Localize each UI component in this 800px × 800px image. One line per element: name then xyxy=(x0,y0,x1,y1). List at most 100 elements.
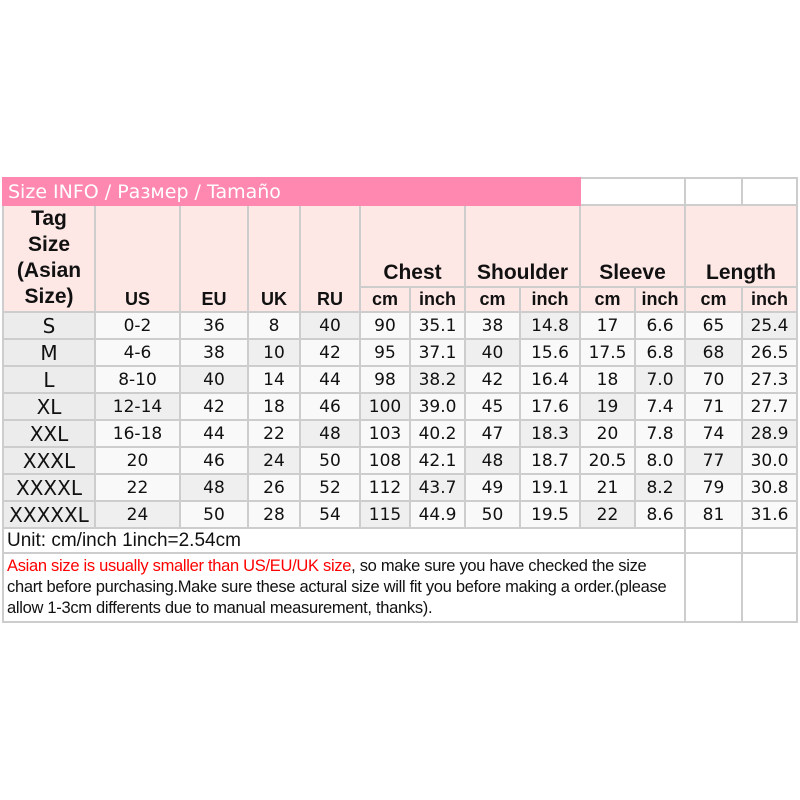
value-cell: 24 xyxy=(247,446,301,475)
table-row: XXXXXL 24 50 28 54 115 44.9 50 19.5 22 8.6 81 31.6 xyxy=(2,500,798,529)
header-length: Length xyxy=(684,204,798,288)
size-cell: XXXL xyxy=(2,446,96,475)
value-cell: 46 xyxy=(179,446,249,475)
value-cell: 4-6 xyxy=(94,338,181,367)
value-cell: 50 xyxy=(464,500,521,529)
empty-cell xyxy=(741,552,798,623)
value-cell: 7.0 xyxy=(634,365,686,394)
disclaimer-text: , so make sure you have checked the size… xyxy=(7,557,667,617)
value-cell: 79 xyxy=(684,473,743,502)
value-cell: 14 xyxy=(247,365,301,394)
value-cell: 115 xyxy=(359,500,411,529)
size-cell: XXXXXL xyxy=(2,500,96,529)
header-us: US xyxy=(94,204,181,313)
value-cell: 24 xyxy=(94,500,181,529)
subheader-cm: cm xyxy=(684,286,743,313)
size-chart-table: Size INFO / Размер / Tamaño Tag Size (As… xyxy=(2,177,798,623)
value-cell: 19.1 xyxy=(519,473,581,502)
size-cell: XXL xyxy=(2,419,96,448)
value-cell: 14.8 xyxy=(519,311,581,340)
value-cell: 8 xyxy=(247,311,301,340)
value-cell: 35.1 xyxy=(409,311,466,340)
value-cell: 108 xyxy=(359,446,411,475)
header-ru: RU xyxy=(299,204,361,313)
value-cell: 27.3 xyxy=(741,365,798,394)
value-cell: 100 xyxy=(359,392,411,421)
warning-text: Asian size is usually smaller than US/EU… xyxy=(7,557,352,575)
table-row: XL 12-14 42 18 46 100 39.0 45 17.6 19 7.4 71 27.7 xyxy=(2,392,798,421)
value-cell: 81 xyxy=(684,500,743,529)
value-cell: 16.4 xyxy=(519,365,581,394)
value-cell: 6.6 xyxy=(634,311,686,340)
value-cell: 46 xyxy=(299,392,361,421)
value-cell: 36 xyxy=(179,311,249,340)
header-eu: EU xyxy=(179,204,249,313)
value-cell: 103 xyxy=(359,419,411,448)
value-cell: 71 xyxy=(684,392,743,421)
value-cell: 8-10 xyxy=(94,365,181,394)
empty-cell xyxy=(684,527,743,554)
value-cell: 49 xyxy=(464,473,521,502)
value-cell: 22 xyxy=(94,473,181,502)
value-cell: 48 xyxy=(464,446,521,475)
table-title: Size INFO / Размер / Tamaño xyxy=(2,177,581,206)
value-cell: 19 xyxy=(579,392,636,421)
value-cell: 18 xyxy=(579,365,636,394)
value-cell: 18.3 xyxy=(519,419,581,448)
header-text: (Asian xyxy=(16,259,82,282)
value-cell: 21 xyxy=(579,473,636,502)
value-cell: 38.2 xyxy=(409,365,466,394)
table-row: XXXL 20 46 24 50 108 42.1 48 18.7 20.5 8.0 77 30.0 xyxy=(2,446,798,475)
value-cell: 40 xyxy=(464,338,521,367)
value-cell: 40 xyxy=(299,311,361,340)
header-chest: Chest xyxy=(359,204,466,288)
value-cell: 18.7 xyxy=(519,446,581,475)
subheader-cm: cm xyxy=(579,286,636,313)
header-uk: UK xyxy=(247,204,301,313)
size-cell: M xyxy=(2,338,96,367)
table-row: XXL 16-18 44 22 48 103 40.2 47 18.3 20 7.8 74 28.9 xyxy=(2,419,798,448)
value-cell: 26 xyxy=(247,473,301,502)
value-cell: 22 xyxy=(247,419,301,448)
value-cell: 42 xyxy=(299,338,361,367)
header-tag-size: Tag Size (Asian Size) xyxy=(2,204,96,313)
size-cell: L xyxy=(2,365,96,394)
empty-cell xyxy=(579,177,686,206)
value-cell: 17.6 xyxy=(519,392,581,421)
table-row: S 0-2 36 8 40 90 35.1 38 14.8 17 6.6 65 25.4 xyxy=(2,311,798,340)
table-row: L 8-10 40 14 44 98 38.2 42 16.4 18 7.0 70 27.3 xyxy=(2,365,798,394)
value-cell: 7.8 xyxy=(634,419,686,448)
value-cell: 30.0 xyxy=(741,446,798,475)
empty-cell xyxy=(684,552,743,623)
value-cell: 28.9 xyxy=(741,419,798,448)
subheader-inch: inch xyxy=(634,286,686,313)
value-cell: 25.4 xyxy=(741,311,798,340)
value-cell: 27.7 xyxy=(741,392,798,421)
value-cell: 40.2 xyxy=(409,419,466,448)
value-cell: 98 xyxy=(359,365,411,394)
header-text: Size xyxy=(27,233,71,256)
subheader-inch: inch xyxy=(519,286,581,313)
value-cell: 70 xyxy=(684,365,743,394)
value-cell: 47 xyxy=(464,419,521,448)
value-cell: 17 xyxy=(579,311,636,340)
value-cell: 31.6 xyxy=(741,500,798,529)
value-cell: 39.0 xyxy=(409,392,466,421)
value-cell: 48 xyxy=(179,473,249,502)
value-cell: 42.1 xyxy=(409,446,466,475)
subheader-cm: cm xyxy=(464,286,521,313)
value-cell: 44 xyxy=(179,419,249,448)
value-cell: 68 xyxy=(684,338,743,367)
value-cell: 48 xyxy=(299,419,361,448)
value-cell: 90 xyxy=(359,311,411,340)
value-cell: 8.6 xyxy=(634,500,686,529)
header-text: Tag xyxy=(31,207,67,230)
value-cell: 8.0 xyxy=(634,446,686,475)
value-cell: 30.8 xyxy=(741,473,798,502)
value-cell: 38 xyxy=(179,338,249,367)
value-cell: 12-14 xyxy=(94,392,181,421)
value-cell: 45 xyxy=(464,392,521,421)
value-cell: 54 xyxy=(299,500,361,529)
value-cell: 50 xyxy=(299,446,361,475)
subheader-inch: inch xyxy=(409,286,466,313)
